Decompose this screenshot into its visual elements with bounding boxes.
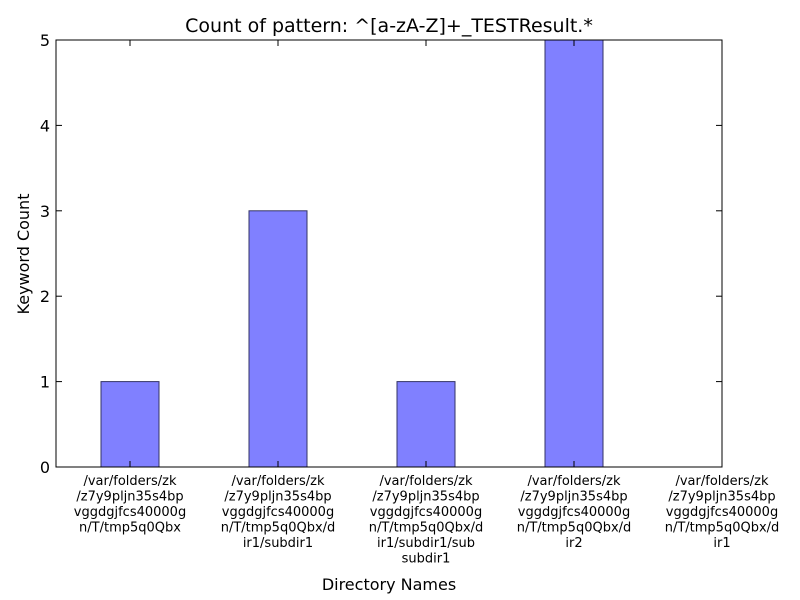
x-category-label-line: n/T/tmp5q0Qbx — [79, 521, 181, 536]
x-category-label-line: ir1/subdir1 — [243, 536, 313, 551]
y-tick-label-1: 1 — [40, 373, 50, 392]
x-category-label-line: /var/folders/zk — [379, 474, 472, 489]
bar-1 — [248, 210, 308, 468]
y-axis-label: Keyword Count — [14, 194, 33, 315]
x-category-label-line: ir1 — [713, 536, 730, 551]
x-category-label-line: vggdgjfcs40000g — [222, 505, 334, 520]
x-category-label-line: /z7y9pljn35s4bp — [668, 490, 775, 505]
x-category-label-line: n/T/tmp5q0Qbx/d — [517, 521, 632, 536]
bar-2 — [396, 381, 456, 468]
plot-frame — [55, 39, 723, 468]
y-tick-label-4: 4 — [40, 116, 50, 135]
chart-title: Count of pattern: ^[a-zA-Z]+_TESTResult.… — [185, 15, 593, 37]
x-category-label-line: vggdgjfcs40000g — [518, 505, 630, 520]
bar-0 — [100, 381, 160, 468]
x-category-label-line: /var/folders/zk — [231, 474, 324, 489]
category-labels: /var/folders/zk/z7y9pljn35s4bp vggdgjfcs4… — [74, 474, 779, 567]
x-category-label-3: /var/folders/zk/z7y9pljn35s4bp vggdgjfcs4… — [517, 474, 632, 551]
y-tick-label-5: 5 — [40, 31, 50, 50]
x-category-label-line: n/T/tmp5q0Qbx/d — [369, 521, 484, 536]
y-tick-label-2: 2 — [40, 287, 50, 306]
x-category-label-1: /var/folders/zk/z7y9pljn35s4bp vggdgjfcs4… — [221, 474, 336, 551]
x-category-label-line: /var/folders/zk — [675, 474, 768, 489]
x-axis-label: Directory Names — [322, 575, 456, 594]
x-category-label-line: /z7y9pljn35s4bp — [372, 490, 479, 505]
y-tick-label-3: 3 — [40, 202, 50, 221]
x-category-label-line: vggdgjfcs40000g — [666, 505, 778, 520]
x-category-label-4: /var/folders/zk/z7y9pljn35s4bp vggdgjfcs4… — [665, 474, 780, 551]
x-category-label-line: /z7y9pljn35s4bp — [224, 490, 331, 505]
bars-layer — [100, 39, 604, 468]
x-category-label-0: /var/folders/zk/z7y9pljn35s4bp vggdgjfcs4… — [74, 474, 186, 536]
x-category-label-line: /var/folders/zk — [527, 474, 620, 489]
x-category-label-line: /var/folders/zk — [83, 474, 176, 489]
x-category-label-line: vggdgjfcs40000g — [74, 505, 186, 520]
x-category-label-line: ir1/subdir1/sub — [377, 536, 475, 551]
x-category-label-2: /var/folders/zk/z7y9pljn35s4bp vggdgjfcs4… — [369, 474, 484, 567]
x-category-label-line: ir2 — [565, 536, 582, 551]
y-tick-label-0: 0 — [40, 458, 50, 477]
x-category-label-line: vggdgjfcs40000g — [370, 505, 482, 520]
x-category-label-line: subdir1 — [402, 552, 451, 567]
x-category-label-line: n/T/tmp5q0Qbx/d — [665, 521, 780, 536]
x-category-label-line: /z7y9pljn35s4bp — [76, 490, 183, 505]
x-category-label-line: n/T/tmp5q0Qbx/d — [221, 521, 336, 536]
bar-3 — [544, 39, 604, 468]
x-category-label-line: /z7y9pljn35s4bp — [520, 490, 627, 505]
